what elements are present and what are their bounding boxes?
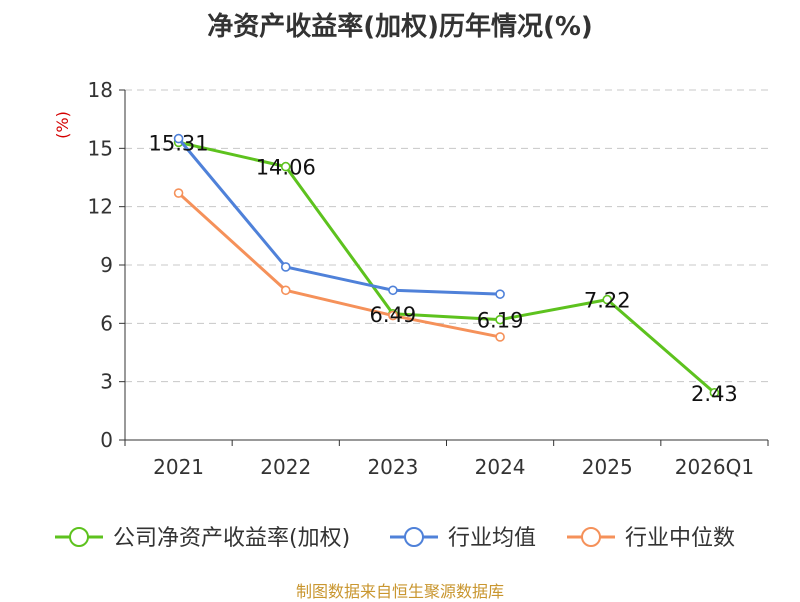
legend-label-0: 公司净资产收益率(加权) <box>113 526 350 551</box>
series-2-point-2024 <box>495 332 505 342</box>
y-tick-label-18: 18 <box>88 78 113 102</box>
series-0-point-2022 <box>280 161 291 172</box>
data-label-2023: 6.49 <box>370 303 417 327</box>
y-tick-label-3: 3 <box>100 370 113 394</box>
y-tick-label-0: 0 <box>100 428 113 452</box>
x-tick-label-2024: 2024 <box>475 455 526 479</box>
x-tick-label-2023: 2023 <box>367 455 418 479</box>
data-label-2025: 7.22 <box>584 289 631 313</box>
legend: 公司净资产收益率(加权) 行业均值 行业中位数 <box>55 526 735 551</box>
series-0-point-2024 <box>495 314 505 325</box>
series-0-point-2026Q1 <box>709 387 720 398</box>
series-2-point-2023 <box>388 310 398 321</box>
x-tick-label-2021: 2021 <box>153 455 204 479</box>
y-tick-label-15: 15 <box>88 136 113 160</box>
series-2-point-2022 <box>280 285 291 296</box>
legend-label-1: 行业均值 <box>448 526 536 551</box>
y-tick-label-12: 12 <box>88 195 113 219</box>
legend-marker-0 <box>69 527 89 547</box>
series-lines <box>173 133 720 398</box>
chart-title: 净资产收益率(加权)历年情况(%) <box>207 12 593 42</box>
series-1-point-2024 <box>495 289 505 299</box>
gridlines <box>125 89 768 383</box>
series-1-point-2023 <box>388 285 398 296</box>
source-note: 制图数据来自恒生聚源数据库 <box>295 582 504 601</box>
legend-marker-2 <box>581 527 601 547</box>
series-line-1 <box>177 137 501 296</box>
legend-marker-1 <box>404 527 424 547</box>
legend-label-2: 行业中位数 <box>625 526 735 551</box>
data-label-2021: 15.31 <box>149 131 209 155</box>
y-tick-label-9: 9 <box>100 253 113 277</box>
series-2-point-2021 <box>173 188 184 198</box>
data-labels: 15.31 14.06 6.49 6.19 7.22 2.43 <box>149 131 738 405</box>
series-0-point-2025 <box>602 294 613 305</box>
y-axis-unit-label: (%) <box>53 111 72 139</box>
x-tick-label-2025: 2025 <box>582 455 633 479</box>
x-tick-label-2022: 2022 <box>260 455 311 479</box>
data-label-2026Q1: 2.43 <box>691 382 738 406</box>
axes: 0 3 6 9 12 15 18 (%) 2021 2022 2023 2024 2025 2026Q1 <box>53 78 769 479</box>
series-line-0 <box>178 140 716 394</box>
x-tick-label-2026Q1: 2026Q1 <box>675 455 754 479</box>
data-label-2022: 14.06 <box>256 156 316 180</box>
series-line-2 <box>177 191 501 339</box>
series-1-point-2021 <box>173 133 184 144</box>
series-1-point-2022 <box>280 262 291 272</box>
y-tick-label-6: 6 <box>100 311 113 335</box>
data-label-2024: 6.19 <box>477 309 524 333</box>
